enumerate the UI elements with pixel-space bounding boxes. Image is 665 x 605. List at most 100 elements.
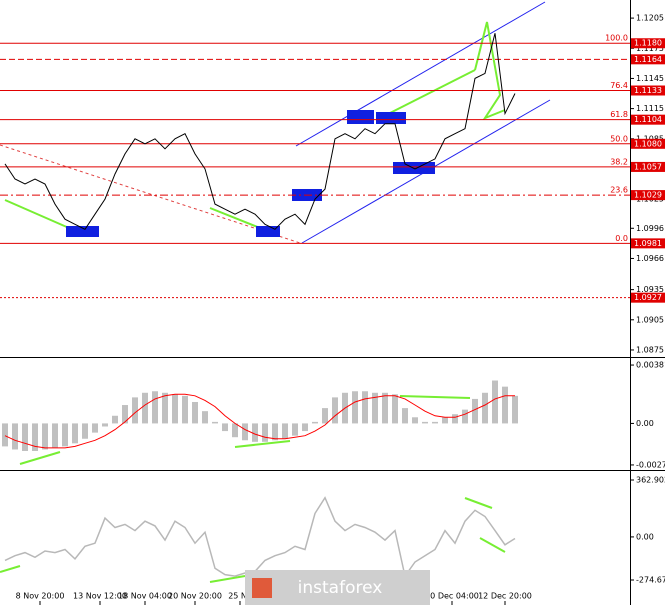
- trend-line: [474, 21, 506, 121]
- histogram-bar: [482, 392, 488, 424]
- fib-label: 76.4: [610, 81, 628, 90]
- histogram-bar: [82, 423, 88, 439]
- histogram-bar: [12, 423, 18, 450]
- histogram-bar: [432, 421, 438, 424]
- price-label: 1.1029: [634, 191, 662, 200]
- trend-line: [389, 69, 476, 114]
- plot: 1.12051.11751.11451.11151.10851.10551.10…: [0, 14, 665, 605]
- trend-line: [19, 451, 61, 465]
- histogram-bar: [102, 423, 108, 427]
- histogram-bar: [352, 391, 358, 424]
- price-label-box: [631, 138, 665, 149]
- y-tick-label: 1.0875: [636, 345, 664, 354]
- price-label: 1.1080: [634, 139, 662, 148]
- x-tick-label: 20 Nov 20:00: [168, 592, 222, 601]
- histogram-bar: [452, 414, 458, 424]
- histogram-bar: [422, 421, 428, 424]
- histogram-bar: [62, 423, 68, 447]
- price-label-box: [631, 38, 665, 49]
- histogram-bar: [232, 423, 238, 438]
- decorations: [0, 1, 551, 583]
- price-label: 1.1180: [634, 39, 662, 48]
- trend-line: [479, 537, 506, 553]
- y-tick-label: 1.0966: [636, 254, 664, 263]
- x-tick-label: 8 Nov 20:00: [16, 592, 65, 601]
- y-tick-label: -274.6730: [636, 575, 665, 584]
- histogram-bar: [512, 395, 518, 424]
- y-tick-label: 362.9024: [636, 475, 665, 484]
- price-label-box: [631, 54, 665, 65]
- price-label: 1.1057: [634, 162, 662, 171]
- price-label: 1.0981: [634, 239, 662, 248]
- histogram-bar: [392, 394, 398, 424]
- x-tick-label: 18 Nov 04:00: [118, 592, 172, 601]
- y-tick-label: 1.1175: [636, 44, 664, 53]
- x-tick-label: 25 No: [228, 592, 252, 601]
- histogram-bar: [442, 417, 448, 424]
- histogram-bar: [282, 423, 288, 439]
- histogram-bar: [382, 392, 388, 424]
- histogram-bar: [292, 423, 298, 436]
- histogram-bar: [162, 392, 168, 424]
- price-label-box: [631, 292, 665, 303]
- price-label-box: [631, 238, 665, 249]
- logo-box: [245, 570, 430, 605]
- histogram-bar: [22, 423, 28, 452]
- histogram-bar: [92, 423, 98, 433]
- logo: instaforex: [298, 578, 383, 598]
- marker-box: [256, 226, 280, 237]
- histogram-bar: [462, 409, 468, 424]
- price-label: 1.0927: [634, 293, 662, 302]
- histogram-bar: [492, 380, 498, 424]
- trend-line: [234, 440, 291, 448]
- histogram-bar: [372, 392, 378, 424]
- histogram-bar: [502, 386, 508, 424]
- histogram-bar: [2, 423, 8, 447]
- histogram-bar: [362, 391, 368, 424]
- y-tick-label: 0.00: [636, 419, 654, 428]
- histogram-bar: [52, 423, 58, 448]
- histogram-bar: [182, 395, 188, 424]
- histogram-bar: [472, 398, 478, 424]
- y-tick-label: 1.1085: [636, 134, 664, 143]
- marker-box: [347, 110, 374, 124]
- fib-label: 23.6: [610, 186, 628, 195]
- marker-box: [376, 112, 406, 124]
- histogram-bar: [222, 423, 228, 432]
- histogram-bar: [262, 423, 268, 442]
- y-tick-label: -0.00271: [636, 460, 665, 469]
- price-label: 1.1164: [634, 55, 662, 64]
- y-tick-label: 1.0996: [636, 224, 664, 233]
- histogram-bar: [122, 405, 128, 424]
- price-label-box: [631, 114, 665, 125]
- series-line: [4, 496, 516, 578]
- marker-box: [66, 226, 99, 237]
- histogram-bar: [42, 423, 48, 450]
- y-tick-label: 0.00: [636, 532, 654, 541]
- histogram-bar: [142, 392, 148, 424]
- fib-label: 0.0: [615, 234, 628, 243]
- histogram-bar: [312, 421, 318, 424]
- histogram-bar: [332, 397, 338, 424]
- price-label: 1.1104: [634, 115, 662, 124]
- trend-line: [464, 497, 493, 509]
- histogram-bar: [132, 397, 138, 424]
- trend-line: [0, 565, 21, 573]
- channel-line: [295, 1, 546, 147]
- histogram-bar: [322, 408, 328, 424]
- histogram-bar: [402, 408, 408, 424]
- y-tick-label: 1.1145: [636, 74, 664, 83]
- histogram-bar: [32, 423, 38, 452]
- histogram-bar: [152, 391, 158, 424]
- x-tick-label: 12 Dec 20:00: [478, 592, 532, 601]
- histogram-bar: [72, 423, 78, 444]
- y-tick-label: 1.1115: [636, 104, 664, 113]
- series-line: [4, 393, 515, 449]
- y-tick-label: 1.0905: [636, 315, 664, 324]
- histogram-bar: [192, 401, 198, 424]
- histogram-bar: [412, 417, 418, 424]
- y-tick-label: 1.1205: [636, 14, 664, 23]
- y-tick-label: 0.00381: [636, 361, 665, 370]
